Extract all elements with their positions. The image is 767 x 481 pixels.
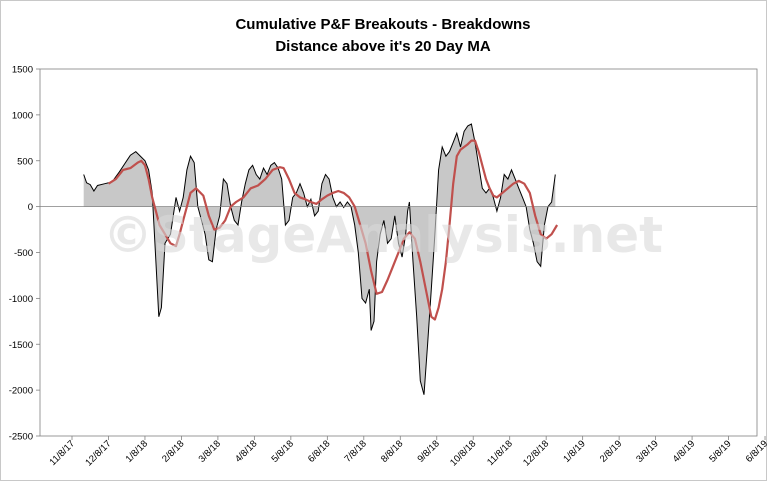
y-tick-label: 1500	[12, 65, 33, 76]
ma-20day-line	[107, 139, 559, 321]
y-tick-label: 0	[28, 202, 33, 213]
watermark-text: ©StageAnalysis.net	[103, 206, 663, 264]
y-tick-label: -1000	[9, 294, 33, 305]
y-tick-label: -1500	[9, 340, 33, 351]
y-tick-label: -500	[14, 248, 33, 259]
chart-subtitle: Distance above it's 20 Day MA	[275, 38, 490, 55]
y-tick-label: 1000	[12, 110, 33, 121]
y-tick-label: -2500	[9, 432, 33, 443]
y-tick-label: -2000	[9, 386, 33, 397]
breakouts-line	[83, 123, 556, 395]
chart-title: Cumulative P&F Breakouts - Breakdowns	[235, 16, 530, 33]
y-tick-label: 500	[17, 156, 33, 167]
